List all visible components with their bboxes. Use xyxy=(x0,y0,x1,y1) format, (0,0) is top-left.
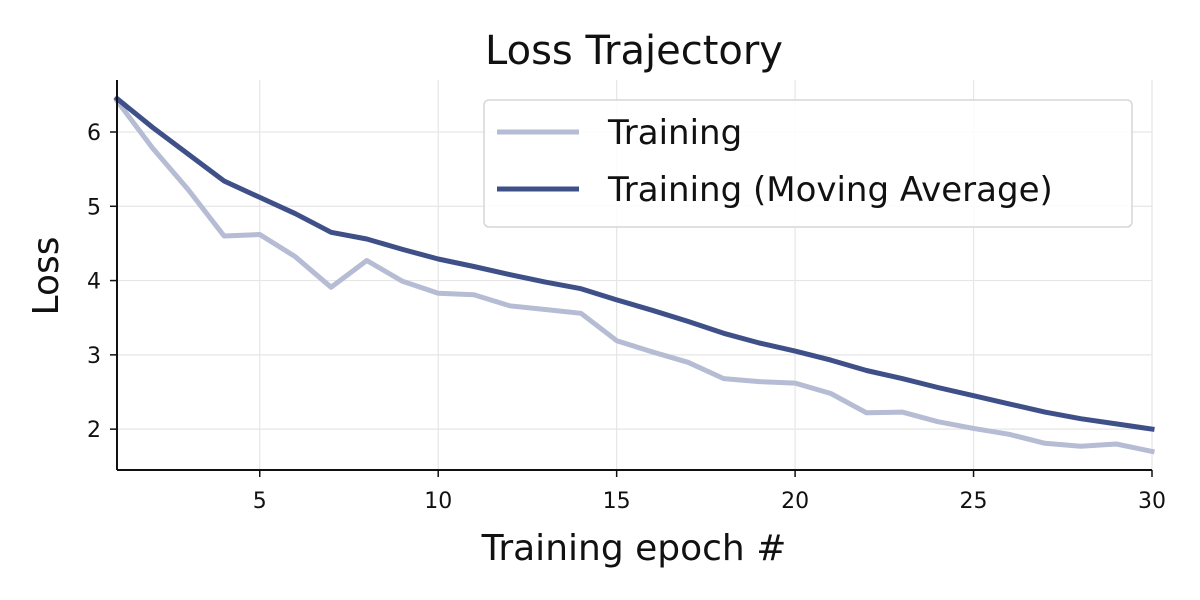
tick-labels: 5 10 15 20 25 30 2 3 4 5 6 xyxy=(87,121,1166,514)
x-tick-label: 25 xyxy=(960,489,988,514)
x-tick-label: 30 xyxy=(1138,489,1166,514)
series-line-training xyxy=(113,97,1155,455)
x-tick-label: 5 xyxy=(253,489,267,514)
legend: Training Training (Moving Average) xyxy=(483,99,1133,228)
legend-box xyxy=(483,99,1133,228)
x-tick-label: 20 xyxy=(781,489,809,514)
x-axis-title: Training epoch # xyxy=(481,528,787,569)
y-tick-label: 3 xyxy=(87,344,101,369)
chart-title: Loss Trajectory xyxy=(485,28,783,74)
series-lines xyxy=(113,95,1155,455)
x-tick-label: 15 xyxy=(603,489,631,514)
y-axis-title: Loss xyxy=(26,237,67,316)
y-tick-label: 6 xyxy=(87,121,101,146)
y-tick-label: 2 xyxy=(87,418,101,443)
legend-label-moving-average: Training (Moving Average) xyxy=(607,170,1053,210)
series-line-moving-average xyxy=(113,95,1155,432)
legend-label-training: Training xyxy=(607,113,742,153)
x-tick-label: 10 xyxy=(424,489,452,514)
y-tick-label: 4 xyxy=(87,270,101,295)
axes xyxy=(110,80,1153,477)
y-tick-label: 5 xyxy=(87,195,101,220)
